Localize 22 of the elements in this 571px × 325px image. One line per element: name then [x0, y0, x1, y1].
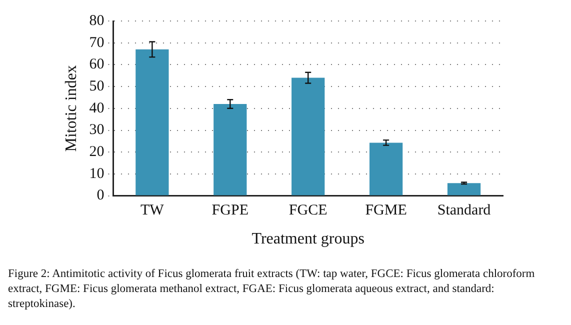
y-tick-label: 30 [89, 122, 104, 138]
bar [136, 49, 169, 196]
y-axis-title: Mitotic index [62, 65, 80, 152]
x-tick-label: TW [140, 202, 165, 219]
y-tick-label: 50 [89, 78, 104, 94]
x-tick-label: FGCE [288, 202, 328, 219]
bar [292, 78, 325, 196]
bar [214, 104, 247, 196]
x-tick-label: FGPE [212, 202, 248, 219]
y-tick-label: 80 [89, 12, 104, 29]
y-tick-label: 40 [89, 100, 104, 116]
y-tick-label: 10 [89, 166, 104, 182]
caption: Figure 2: Antimitotic activity of Ficus glomerata fruit extracts (TW: tap water, FGCE: Ficus glomerata chloroform extract, FGME: Ficus glomerata methanol extract, FGAE: Ficus glomerata aqueous extract, and standard: streptokinase). [8, 267, 536, 312]
x-tick-label: Standard [437, 202, 492, 219]
bar [369, 142, 403, 196]
y-tick-label: 60 [89, 56, 104, 73]
x-tick-label: FGME [365, 202, 407, 219]
y-tick-label: 0 [96, 188, 104, 204]
y-tick-label: 70 [89, 34, 104, 51]
x-axis-title: Treatment groups [252, 230, 364, 248]
y-tick-label: 20 [89, 144, 104, 160]
bar [447, 183, 481, 196]
